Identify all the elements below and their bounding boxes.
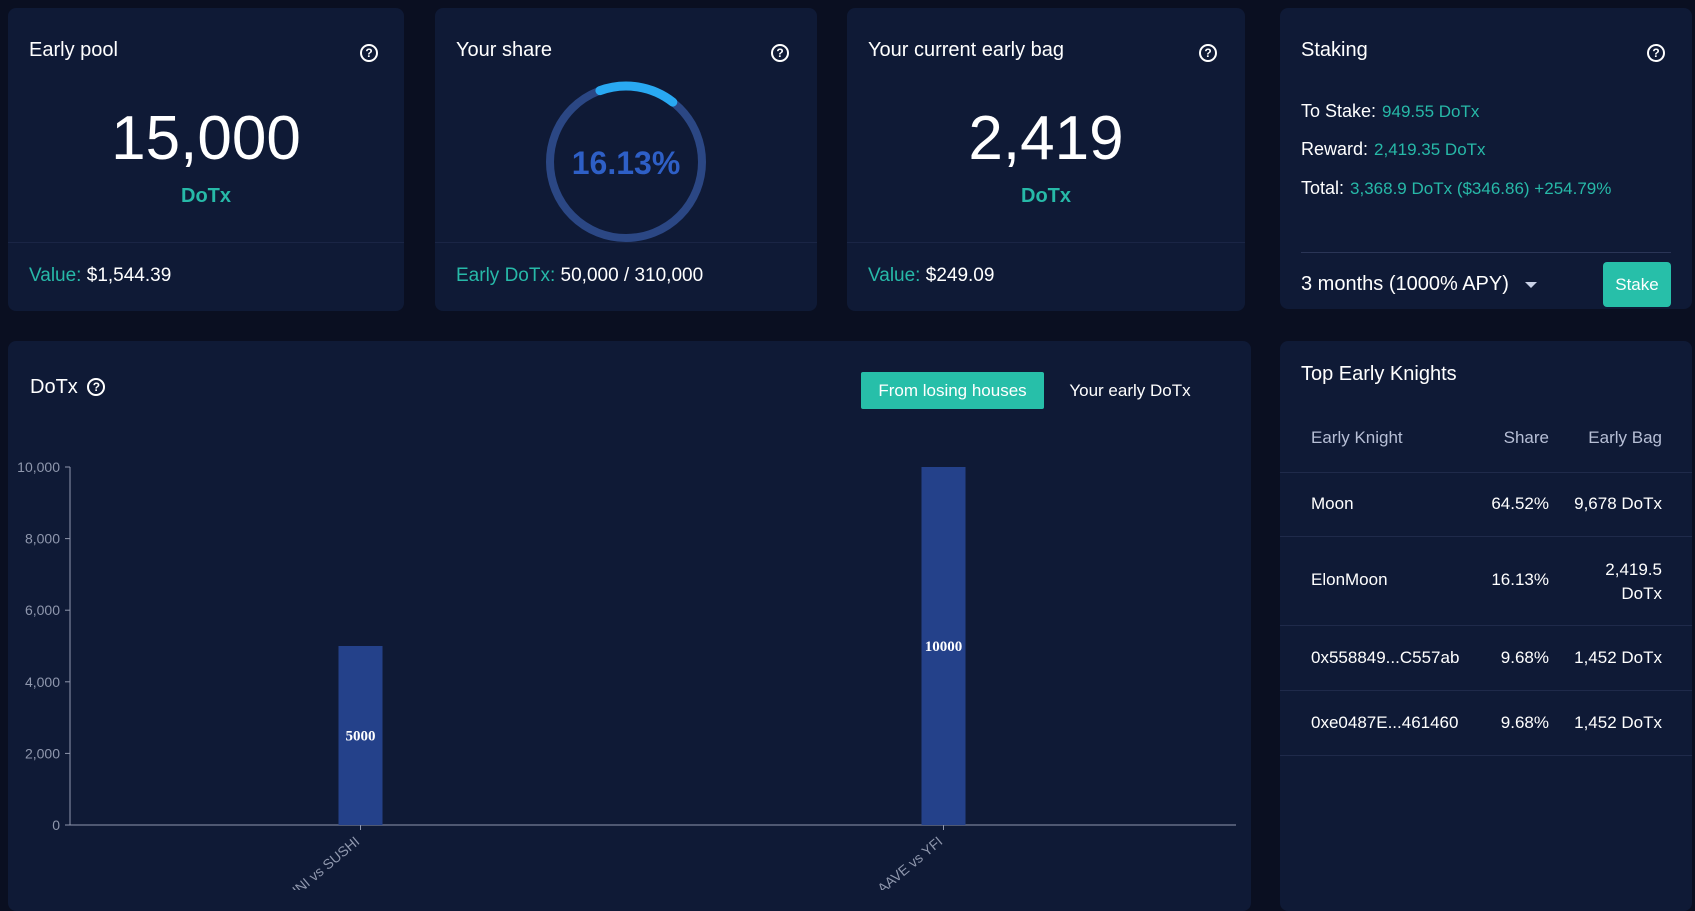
- knight-bag: 2,419.5 DoTx: [1605, 560, 1662, 603]
- early-pool-unit: DoTx: [181, 185, 231, 207]
- bar-data-label: 10000: [925, 639, 963, 655]
- early-bag-unit: DoTx: [1021, 185, 1071, 207]
- to-stake-label: To Stake:: [1301, 101, 1377, 121]
- early-bag-footer: Value: $249.09: [847, 242, 1245, 311]
- bar: [921, 467, 966, 825]
- reward-row: Reward: 2,419.35 DoTx: [1301, 139, 1486, 160]
- early-bag-amount: 2,419: [968, 104, 1124, 173]
- to-stake-value: 949.55 DoTx: [1382, 102, 1480, 121]
- duration-value: 3 months (1000% APY): [1301, 273, 1509, 295]
- bar: [338, 646, 383, 825]
- knight-name: 0xe0487E...461460: [1311, 713, 1459, 732]
- stake-button[interactable]: Stake: [1603, 262, 1671, 307]
- chart-title: DoTx ?: [30, 376, 106, 399]
- early-pool-card: Early pool ? 15,000 DoTx Value: $1,544.3…: [8, 8, 404, 311]
- top-early-knights-card: Top Early Knights: [1280, 341, 1692, 911]
- help-icon[interactable]: ?: [360, 44, 378, 62]
- knight-name: 0x558849...C557ab: [1311, 648, 1460, 667]
- share-ring-arc: [595, 81, 678, 107]
- share-percent: 16.13%: [572, 145, 681, 181]
- your-share-card: Your share ? 16.13% Early DoTx: 50,000 /…: [435, 8, 817, 311]
- bar-data-label: 5000: [346, 729, 376, 745]
- knight-share: 9.68%: [1500, 713, 1549, 732]
- help-icon[interactable]: ?: [1199, 44, 1217, 62]
- knight-share: 16.13%: [1491, 570, 1549, 589]
- x-tick-label: UNI vs SUSHI: [284, 833, 362, 890]
- early-bag-title: Your current early bag: [868, 39, 1065, 61]
- knight-share: 9.68%: [1500, 648, 1549, 667]
- y-tick-label: 2,000: [25, 745, 60, 761]
- divider: [1301, 252, 1671, 253]
- chevron-down-icon: [1524, 281, 1537, 288]
- knight-share: 64.52%: [1491, 494, 1549, 513]
- reward-value: 2,419.35 DoTx: [1374, 140, 1486, 159]
- early-bag-card: Your current early bag ? 2,419 DoTx Valu…: [847, 8, 1245, 311]
- tab-from-losing-houses[interactable]: From losing houses: [861, 372, 1044, 409]
- knights-table: Early Knight Share Early Bag Moon 64.52%…: [1280, 341, 1692, 898]
- reward-label: Reward:: [1301, 139, 1369, 159]
- early-dotx-label: Early DoTx:: [456, 265, 556, 286]
- knight-name: ElonMoon: [1311, 570, 1388, 589]
- total-value: 3,368.9 DoTx ($346.86) +254.79%: [1350, 179, 1612, 198]
- table-row: 0xe0487E...461460 9.68% 1,452 DoTx: [1280, 691, 1692, 756]
- total-label: Total:: [1301, 178, 1345, 198]
- header-early-knight: Early Knight: [1311, 428, 1403, 447]
- your-share-footer: Early DoTx: 50,000 / 310,000: [435, 242, 817, 311]
- table-row: 0x558849...C557ab 9.68% 1,452 DoTx: [1280, 626, 1692, 691]
- y-tick-label: 10,000: [17, 459, 60, 475]
- early-dotx-value: 50,000 / 310,000: [560, 265, 704, 286]
- value-label: Value:: [29, 265, 82, 286]
- bar-chart: 0 2,000 4,000 6,000 8,000 10,000 5000 UNI vs SU…: [17, 459, 1236, 890]
- share-ring-chart: 16.13%: [546, 81, 706, 242]
- early-pool-amount: 15,000: [111, 104, 301, 173]
- help-icon[interactable]: ?: [1647, 44, 1665, 62]
- y-tick-label: 4,000: [25, 674, 60, 690]
- header-share: Share: [1503, 428, 1549, 447]
- knights-title: Top Early Knights: [1301, 363, 1457, 385]
- duration-select[interactable]: 3 months (1000% APY): [1301, 273, 1537, 296]
- value-amount: $1,544.39: [86, 265, 172, 286]
- x-tick-label: AAVE vs YFI: [874, 833, 945, 890]
- help-icon[interactable]: ?: [87, 378, 106, 396]
- knight-bag: 9,678 DoTx: [1574, 494, 1662, 513]
- y-tick-label: 8,000: [25, 531, 60, 547]
- early-pool-footer: Value: $1,544.39: [8, 242, 404, 311]
- table-row: ElonMoon 16.13% 2,419.5 DoTx: [1280, 537, 1692, 626]
- table-row: Moon 64.52% 9,678 DoTx: [1280, 472, 1692, 537]
- total-row: Total: 3,368.9 DoTx ($346.86) +254.79%: [1301, 178, 1611, 199]
- to-stake-row: To Stake: 949.55 DoTx: [1301, 101, 1479, 122]
- table-header: Early Knight Share Early Bag: [1280, 428, 1692, 473]
- early-pool-title: Early pool: [29, 39, 118, 61]
- tab-your-early-dotx[interactable]: Your early DoTx: [1055, 372, 1205, 409]
- staking-title: Staking: [1301, 39, 1368, 61]
- your-share-title: Your share: [456, 39, 552, 61]
- knight-bag: 1,452 DoTx: [1574, 713, 1662, 732]
- staking-card: Staking ? To Stake: 949.55 DoTx Reward: 2,…: [1280, 8, 1692, 309]
- dotx-chart-card: [8, 341, 1251, 911]
- value-amount: $249.09: [925, 265, 995, 286]
- y-tick-label: 6,000: [25, 602, 60, 618]
- header-early-bag: Early Bag: [1588, 428, 1662, 447]
- knight-name: Moon: [1311, 494, 1354, 513]
- value-label: Value:: [868, 265, 921, 286]
- knight-bag: 1,452 DoTx: [1574, 648, 1662, 667]
- y-tick-label: 0: [52, 817, 60, 833]
- help-icon[interactable]: ?: [771, 44, 789, 62]
